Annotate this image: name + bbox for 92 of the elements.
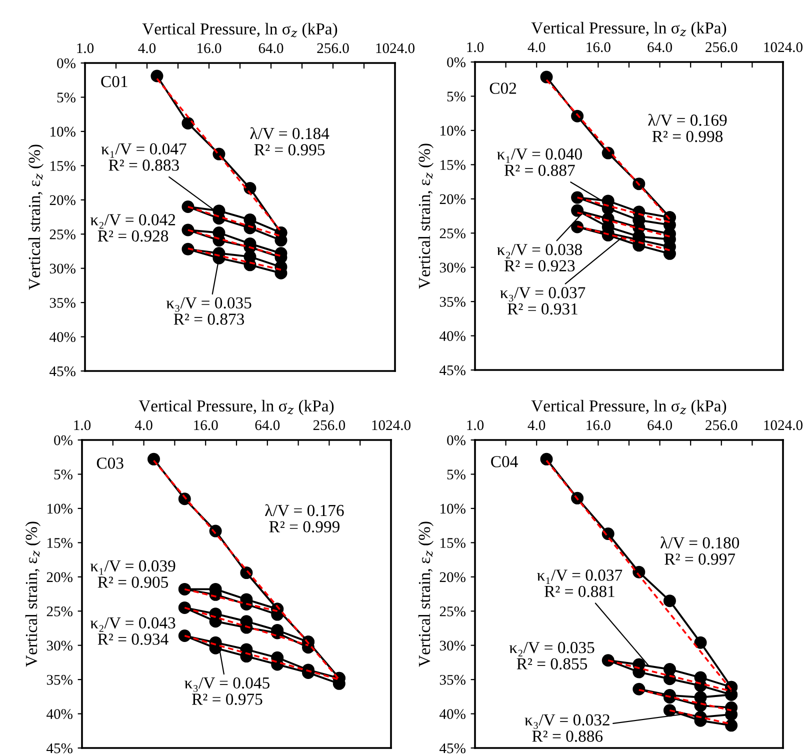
annotation: λ/V = 0.169 R² = 0.998 (648, 114, 727, 142)
x-tick-label: 4.0 (134, 420, 152, 430)
y-tick-label: 10% (440, 504, 466, 514)
y-axis-title: Vertical strain, ε$_{z}$ (%) (418, 144, 434, 289)
x-tick-label: 256.0 (706, 420, 738, 430)
x-axis-title: Vertical Pressure, ln σ$_{z}$ (kPa) (531, 400, 726, 415)
y-tick-label: 30% (50, 264, 76, 274)
y-tick-label: 25% (50, 229, 76, 240)
y-tick-label: 15% (50, 161, 76, 171)
y-tick-label: 0% (447, 435, 466, 446)
annotation: κ₂/V = 0.042 R² = 0.928 (90, 214, 176, 242)
annotation: κ₃/V = 0.035 R² = 0.873 (166, 297, 252, 325)
x-tick-label: 64.0 (648, 420, 672, 430)
x-tick-label: 16.0 (194, 420, 218, 430)
y-tick-label: 10% (50, 126, 76, 137)
y-tick-label: 5% (54, 470, 72, 480)
x-tick-label: 4.0 (138, 43, 156, 54)
y-tick-label: 10% (48, 504, 72, 514)
annotation: κ₃/V = 0.032 R² = 0.886 (524, 714, 610, 742)
y-tick-label: 30% (46, 640, 72, 651)
x-tick-label: 64.0 (255, 420, 280, 430)
y-tick-label: 25% (46, 606, 72, 616)
annotation: C01 (101, 76, 128, 88)
y-tick-label: 40% (440, 331, 466, 342)
annotation: κ₂/V = 0.043 R² = 0.934 (90, 617, 176, 645)
annotation: κ₁/V = 0.040 R² = 0.887 (497, 148, 582, 176)
annotation: κ₃/V = 0.037 R² = 0.931 (500, 287, 586, 315)
annotation: C02 (490, 82, 516, 94)
x-tick-label: 1024.0 (764, 42, 802, 52)
annotation: κ₁/V = 0.047 R² = 0.883 (101, 143, 186, 171)
y-tick-label: 40% (440, 709, 466, 720)
x-tick-label: 64.0 (648, 42, 672, 52)
y-tick-label: 15% (440, 538, 466, 548)
x-tick-label: 4.0 (528, 42, 546, 52)
y-tick-label: 20% (440, 194, 466, 204)
y-tick-label: 30% (440, 262, 466, 273)
y-tick-label: 10% (440, 126, 466, 136)
y-tick-label: 5% (447, 92, 466, 102)
y-tick-label: 45% (46, 743, 72, 754)
annotation: κ₁/V = 0.039 R² = 0.905 (90, 560, 176, 588)
y-tick-label: 0% (54, 435, 72, 446)
annotation: κ₂/V = 0.038 R² = 0.923 (497, 244, 582, 272)
annotation: λ/V = 0.184 R² = 0.995 (250, 127, 330, 156)
y-tick-label: 0% (57, 58, 76, 68)
y-tick-label: 5% (447, 470, 466, 480)
annotation: κ₂/V = 0.035 R² = 0.855 (509, 642, 594, 670)
y-tick-label: 35% (46, 674, 72, 685)
annotation: C03 (96, 458, 124, 469)
y-tick-label: 45% (440, 743, 466, 754)
x-tick-label: 16.0 (198, 43, 222, 54)
y-tick-label: 35% (440, 674, 466, 685)
y-tick-label: 5% (57, 92, 76, 102)
y-tick-label: 15% (440, 160, 466, 170)
x-tick-label: 4.0 (528, 420, 546, 430)
y-tick-label: 45% (440, 365, 466, 376)
y-tick-label: 35% (50, 298, 76, 308)
x-tick-label: 1.0 (77, 43, 94, 54)
x-tick-label: 1.0 (467, 42, 484, 52)
y-tick-label: 35% (440, 296, 466, 307)
x-tick-label: 16.0 (586, 420, 610, 430)
y-tick-label: 25% (440, 606, 466, 616)
y-axis-title: Vertical strain, ε$_{z}$ (%) (418, 522, 434, 667)
x-tick-label: 64.0 (258, 43, 284, 54)
y-tick-label: 20% (50, 195, 76, 206)
y-tick-label: 45% (50, 366, 76, 376)
x-axis-title: Vertical Pressure, ln σ$_{z}$ (kPa) (531, 22, 726, 37)
annotation: κ₁/V = 0.037 R² = 0.881 (537, 570, 622, 598)
annotation: λ/V = 0.180 R² = 0.997 (660, 536, 740, 565)
y-tick-label: 0% (447, 57, 466, 68)
x-tick-label: 16.0 (586, 42, 610, 52)
y-tick-label: 15% (48, 538, 72, 548)
y-axis-title: Vertical strain, ε$_{z}$ (%) (28, 144, 44, 290)
annotation: C04 (491, 456, 518, 468)
y-tick-label: 25% (440, 228, 466, 238)
x-tick-label: 1024.0 (372, 420, 410, 430)
y-axis-title: Vertical strain, ε$_{z}$ (%) (25, 522, 40, 667)
x-axis-title: Vertical Pressure, ln σ$_{z}$ (kPa) (142, 22, 338, 38)
x-tick-label: 1.0 (467, 420, 484, 430)
x-axis-title: Vertical Pressure, ln σ$_{z}$ (kPa) (138, 400, 334, 415)
x-tick-label: 256.0 (706, 42, 738, 52)
y-tick-label: 40% (46, 709, 72, 720)
y-tick-label: 40% (50, 332, 76, 342)
x-tick-label: 256.0 (313, 420, 346, 430)
annotation: λ/V = 0.176 R² = 0.999 (265, 504, 344, 532)
y-tick-label: 20% (440, 572, 466, 582)
x-tick-label: 1024.0 (764, 420, 802, 430)
y-tick-label: 20% (46, 572, 72, 582)
x-tick-label: 1.0 (74, 420, 91, 430)
x-tick-label: 256.0 (317, 43, 349, 54)
x-tick-label: 1024.0 (376, 43, 414, 54)
y-tick-label: 30% (440, 640, 466, 651)
annotation: κ₃/V = 0.045 R² = 0.975 (184, 677, 270, 705)
